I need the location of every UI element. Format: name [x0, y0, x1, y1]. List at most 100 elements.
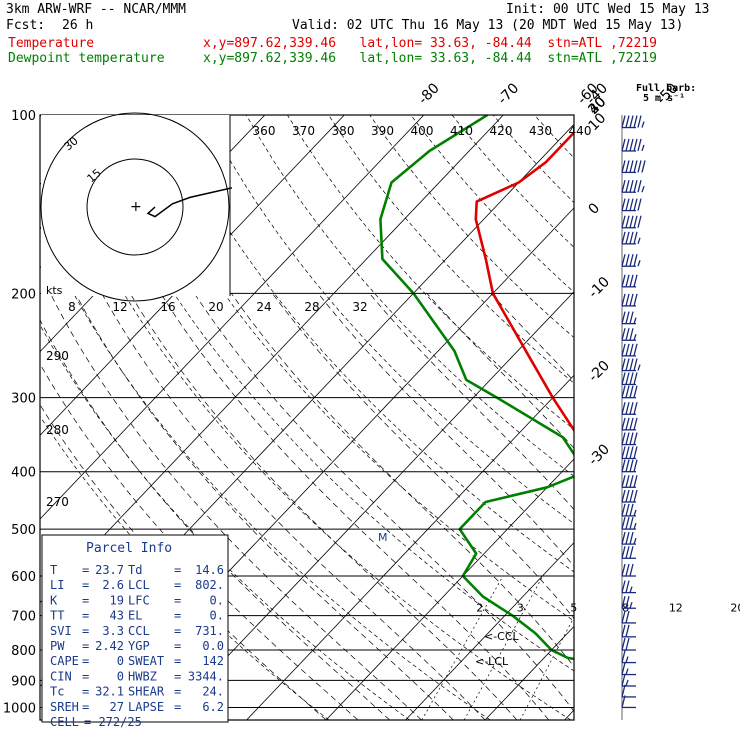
- mixing-ratio-line: [688, 576, 740, 720]
- parcel-eq: =: [174, 700, 181, 714]
- moist-adiabat: [49, 293, 422, 720]
- wind-barb: [621, 180, 645, 193]
- pressure-tick-label: 700: [11, 610, 36, 625]
- isotherm-line: [484, 625, 574, 720]
- wind-barb: [621, 328, 637, 341]
- dewpoint-temperature-line: [379, 115, 574, 661]
- mixing-ratio-line: [623, 576, 692, 720]
- wind-barb: [621, 503, 637, 517]
- parcel-info-row: SREH = 27 LAPSE = 6.2: [50, 700, 224, 714]
- dry-adiabat-label: 280: [46, 423, 69, 437]
- wind-barb: [621, 385, 638, 399]
- parcel-eq: =: [174, 563, 181, 577]
- wind-barb: [621, 695, 636, 709]
- moist-adiabat: [194, 293, 574, 712]
- wind-barb: [621, 372, 638, 386]
- temperature-line: [474, 130, 574, 433]
- dry-adiabat-label: 270: [46, 495, 69, 509]
- parcel-key: Tc: [50, 685, 64, 699]
- isotherm-label: 0: [586, 200, 604, 218]
- parcel-info-row: CIN = 0 HWBZ = 3344.: [50, 669, 224, 683]
- dry-adiabat: [658, 115, 740, 720]
- parcel-key: SVI: [50, 624, 72, 638]
- isotherm-label: -20: [586, 358, 613, 385]
- parcel-key: CAPE: [50, 654, 79, 668]
- moist-adiabat: [317, 293, 574, 567]
- wind-barb: [621, 402, 638, 415]
- pressure-tick-label: 100: [11, 109, 36, 124]
- hodograph-speed-tick: 16: [160, 300, 175, 314]
- theta-e-label: 440: [569, 124, 592, 138]
- parcel-value: 19: [110, 593, 124, 607]
- wind-barb: [621, 684, 636, 698]
- m-marker: M: [378, 531, 388, 544]
- parcel-key: SWEAT: [128, 654, 164, 668]
- wind-barb: [621, 198, 642, 212]
- parcel-value: 3344.: [188, 669, 224, 683]
- mixing-ratio-line: [463, 575, 544, 720]
- valid-time: Valid: 02 UTC Thu 16 May 13 (20 MDT Wed …: [292, 18, 684, 33]
- pressure-tick-label: 600: [11, 570, 36, 585]
- parcel-key: EL: [128, 609, 142, 623]
- parcel-info-row: K = 19 LFC = 0.: [50, 593, 224, 607]
- parcel-value: 43: [110, 609, 124, 623]
- mixing-ratio-line: [421, 575, 504, 720]
- pressure-tick-label: 200: [11, 287, 36, 302]
- dry-adiabat: [328, 115, 574, 384]
- wind-barb: [621, 215, 642, 229]
- parcel-eq: =: [174, 578, 181, 592]
- parcel-info-title: Parcel Info: [86, 541, 172, 556]
- parcel-value: 24.: [202, 685, 224, 699]
- parcel-info-row: CELL = 272/25: [50, 715, 142, 729]
- theta-e-label: 420: [490, 124, 513, 138]
- mixing-ratio-label: 20: [730, 602, 740, 615]
- hodograph-speed-tick: 32: [352, 300, 367, 314]
- parcel-info-row: LI = 2.6 LCL = 802.: [50, 578, 224, 592]
- lcl-annotation: <-LCL: [475, 655, 509, 668]
- parcel-eq: =: [174, 624, 181, 638]
- parcel-value: 731.: [195, 624, 224, 638]
- moist-adiabat: [40, 363, 359, 720]
- isotherm-label: -50: [654, 80, 681, 107]
- dry-adiabat: [369, 115, 574, 338]
- wind-barb: [621, 311, 637, 325]
- legend-temperature-label: Temperature: [8, 36, 95, 51]
- wind-barb: [621, 650, 636, 664]
- parcel-key: Td: [128, 563, 142, 577]
- pressure-tick-label: 800: [11, 644, 36, 659]
- parcel-info-row: T = 23.7 Td = 14.6: [50, 563, 224, 577]
- wind-barb: [621, 432, 638, 446]
- parcel-value: 6.2: [202, 700, 224, 714]
- wind-barb: [621, 624, 636, 638]
- pressure-tick-label: 400: [11, 466, 36, 481]
- legend-temperature-info: x,y=897.62,339.46 lat,lon= 33.63, -84.44…: [203, 36, 657, 51]
- wind-barb: [621, 563, 636, 577]
- parcel-key: CELL: [50, 715, 79, 729]
- theta-e-label: 390: [371, 124, 394, 138]
- parcel-value: 0.: [210, 593, 224, 607]
- hodograph-ring: [40, 112, 230, 302]
- parcel-eq: =: [82, 700, 89, 714]
- isotherm-line: [325, 458, 574, 720]
- parcel-eq: =: [174, 593, 181, 607]
- dry-adiabat-label: 290: [46, 349, 69, 363]
- parcel-eq: =: [82, 609, 89, 623]
- parcel-key: YGP: [128, 639, 150, 653]
- parcel-value: 0.: [210, 609, 224, 623]
- pressure-tick-label: 1000: [3, 701, 36, 716]
- plot-area: [40, 115, 740, 720]
- parcel-value: 23.7: [95, 563, 124, 577]
- dry-adiabat: [699, 115, 740, 720]
- isotherm-label: -70: [495, 80, 522, 107]
- parcel-eq: =: [82, 669, 89, 683]
- wind-barb: [621, 662, 636, 676]
- wind-barb: [621, 231, 641, 245]
- theta-e-label: 410: [450, 124, 473, 138]
- barb-key-line1: Full barb:: [636, 83, 697, 94]
- parcel-key: LCL: [128, 578, 150, 592]
- hodograph-speed-tick: 20: [208, 300, 223, 314]
- moist-adiabat: [231, 293, 574, 668]
- isotherm-label: -80: [415, 80, 442, 107]
- hodograph-ring: [86, 158, 184, 256]
